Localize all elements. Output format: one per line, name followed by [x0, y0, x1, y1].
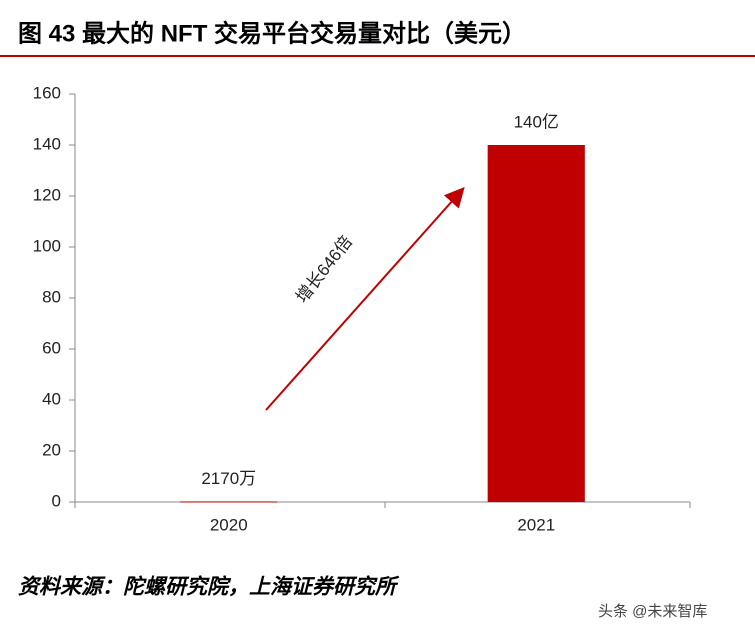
y-tick-label: 60: [42, 338, 61, 357]
growth-arrow: [265, 187, 465, 411]
value-label: 140亿: [514, 112, 559, 131]
y-tick-label: 40: [42, 389, 61, 408]
chart-title: 图 43 最大的 NFT 交易平台交易量对比（美元）: [18, 19, 526, 47]
y-tick-label: 100: [33, 236, 61, 255]
bar: [487, 145, 585, 502]
x-tick-label: 2021: [517, 515, 555, 534]
x-tick-label: 2020: [210, 515, 248, 534]
bar: [180, 501, 278, 503]
y-tick-label: 140: [33, 134, 61, 153]
annotation: 增长646倍: [292, 232, 356, 306]
watermark: 头条 @未来智库: [598, 602, 707, 620]
y-tick-label: 0: [52, 491, 61, 510]
value-label: 2170万: [201, 469, 256, 488]
y-tick-label: 20: [42, 440, 61, 459]
source: 资料来源：陀螺研究院，上海证券研究所: [18, 575, 400, 599]
y-tick-label: 80: [42, 287, 61, 306]
y-tick-label: 120: [33, 185, 61, 204]
y-tick-label: 160: [33, 83, 61, 102]
